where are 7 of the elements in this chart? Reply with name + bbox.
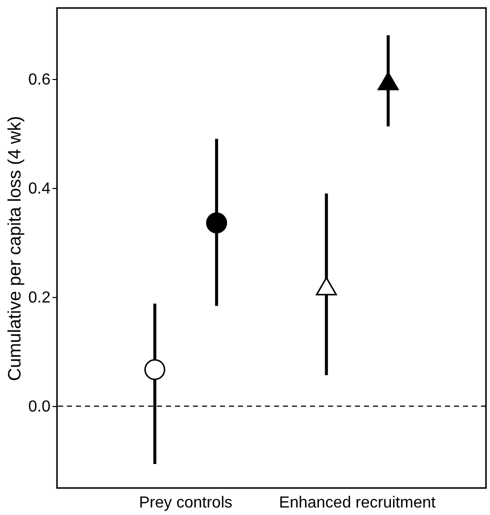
y-axis-title: Cumulative per capita loss (4 wk)	[4, 116, 24, 382]
y-tick-label: 0.0	[28, 398, 51, 416]
y-tick-label: 0.4	[28, 180, 51, 198]
x-tick-label: Prey controls	[139, 494, 232, 512]
y-tick-label: 0.2	[28, 290, 51, 307]
y-tick-label: 0.6	[28, 71, 51, 88]
x-tick-label: Enhanced recruitment	[279, 494, 436, 512]
